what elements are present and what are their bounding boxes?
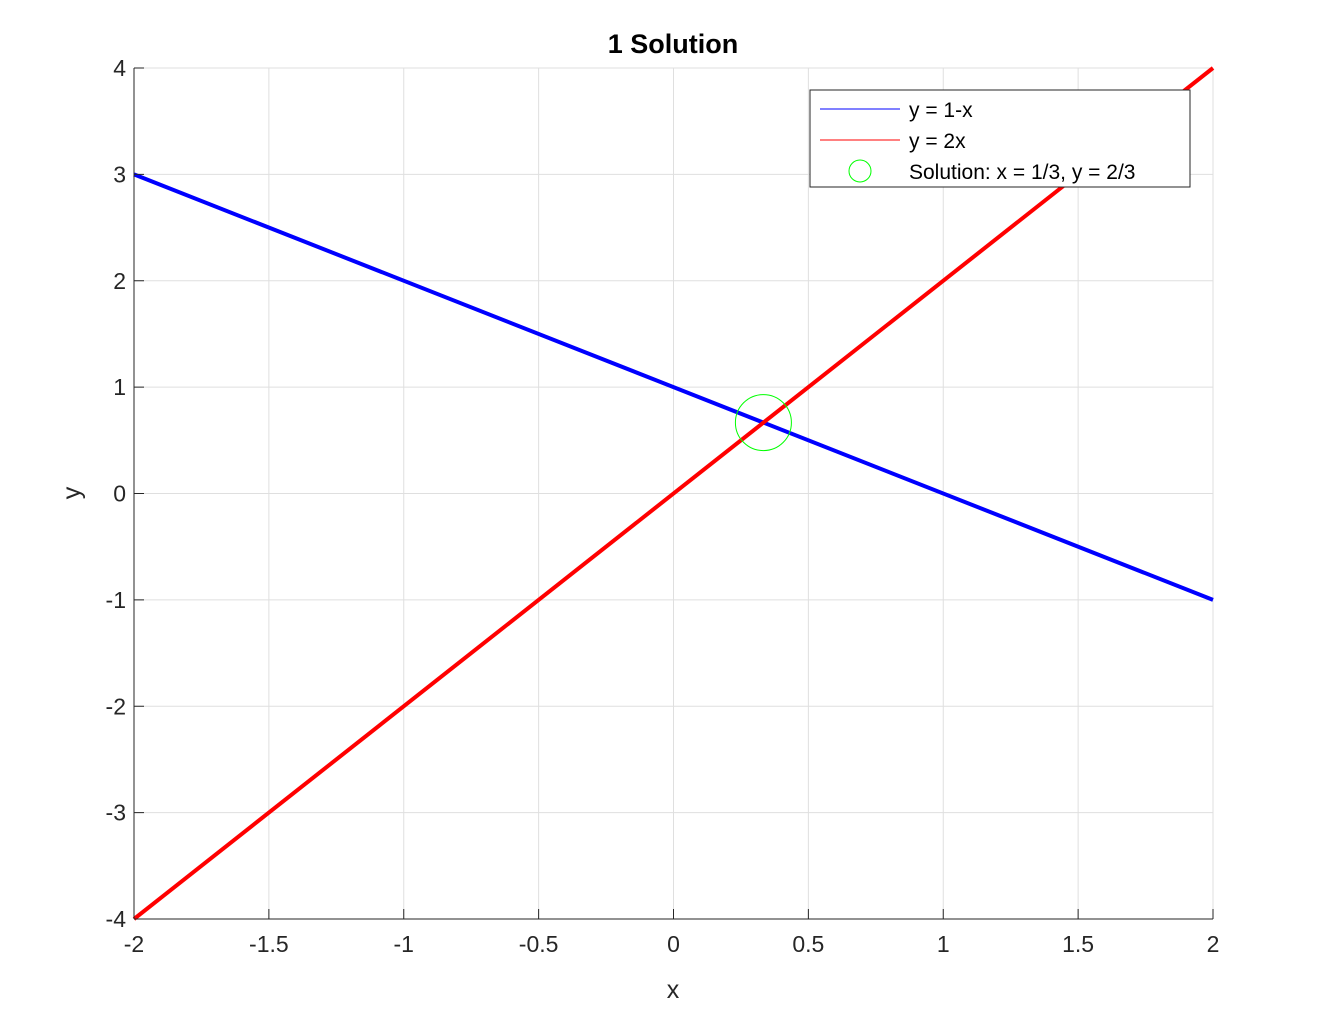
x-tick-label: 0.5: [792, 931, 824, 957]
y-tick-label: 2: [113, 268, 126, 294]
series-line: [133, 172, 1214, 602]
chart-title: 1 Solution: [608, 29, 739, 59]
x-tick-label: -1: [394, 931, 414, 957]
y-tick-label: 0: [113, 481, 126, 507]
legend-box: [809, 89, 1191, 188]
legend-label: y = 2x: [909, 130, 966, 153]
x-tick-label: 0: [667, 931, 680, 957]
x-tick-label: 2: [1207, 931, 1220, 957]
legend-label: Solution: x = 1/3, y = 2/3: [909, 161, 1135, 184]
y-axis-label: y: [58, 486, 86, 499]
legend-label: y = 1-x: [909, 99, 973, 122]
legend-marker-swatch: [848, 159, 872, 183]
y-tick-label: 3: [113, 161, 126, 187]
x-tick-label: -0.5: [519, 931, 559, 957]
x-tick-label: -2: [124, 931, 144, 957]
y-tick-label: -3: [106, 800, 126, 826]
y-tick-label: -4: [106, 906, 127, 932]
y-tick-label: -1: [106, 587, 126, 613]
axes: [133, 67, 1214, 920]
x-tick-label: -1.5: [249, 931, 289, 957]
y-tick-label: 4: [113, 55, 126, 81]
x-axis-label: x: [667, 976, 680, 1004]
x-tick-label: 1.5: [1062, 931, 1094, 957]
x-tick-label: 1: [937, 931, 950, 957]
y-tick-label: -2: [106, 693, 126, 719]
plot-area: [132, 66, 1215, 921]
series-line: [132, 66, 1215, 921]
tick-labels: -2 -1.5 -1 -0.5 0 0.5 1 1.5 2 -4 -3 -2 -1 0 1 2 3 4: [106, 55, 1220, 957]
y-tick-label: 1: [113, 374, 126, 400]
solution-marker: [734, 394, 792, 452]
legend: y = 1-x y = 2x Solution: x = 1/3, y = 2/3: [809, 89, 1191, 188]
